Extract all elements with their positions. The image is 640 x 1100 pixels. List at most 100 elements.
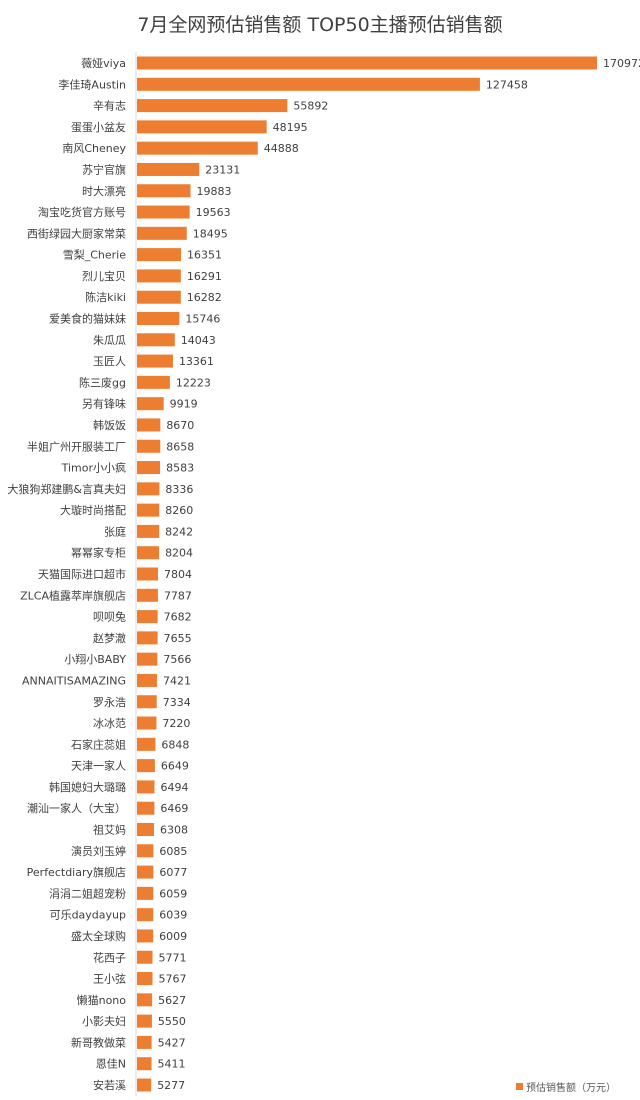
- bar: [137, 801, 155, 815]
- legend-swatch: [516, 1083, 523, 1090]
- data-label: 9919: [170, 398, 198, 411]
- bar: [137, 375, 170, 389]
- bar: [137, 823, 154, 836]
- data-label: 13361: [179, 355, 214, 368]
- data-label: 8204: [165, 547, 193, 560]
- bar: [137, 886, 154, 900]
- data-label: 16282: [187, 291, 222, 304]
- data-label: 6308: [160, 824, 188, 837]
- data-label: 48195: [273, 121, 308, 134]
- bar: [137, 610, 158, 624]
- bar: [137, 439, 161, 453]
- data-label: 8583: [166, 462, 194, 475]
- category-label: 薇娅viya: [81, 56, 126, 70]
- category-label: 张庭: [104, 524, 126, 538]
- category-label: 半姐广州开服装工厂: [27, 439, 126, 453]
- data-label: 7787: [164, 589, 192, 602]
- data-label: 7566: [163, 653, 191, 666]
- bar: [137, 312, 180, 325]
- bar: [137, 673, 157, 687]
- data-label: 16351: [187, 249, 222, 262]
- category-label: 安若溪: [93, 1078, 126, 1092]
- category-label: 淘宝吃货官方账号: [38, 205, 126, 219]
- data-label: 8242: [165, 525, 193, 538]
- bar: [137, 418, 161, 432]
- category-label: 恩佳N: [96, 1057, 126, 1071]
- bar: [137, 77, 480, 91]
- data-label: 19563: [196, 206, 231, 219]
- bar: [137, 269, 181, 283]
- data-label: 15746: [185, 313, 220, 326]
- category-label: ANNAITISAMAZING: [22, 674, 126, 687]
- category-label: 天津一家人: [71, 759, 126, 773]
- category-label: 幂幂家专柜: [71, 546, 126, 560]
- category-label: Perfectdiary旗舰店: [27, 865, 126, 879]
- data-label: 8658: [166, 440, 194, 453]
- data-label: 18495: [193, 227, 228, 240]
- data-label: 55892: [293, 100, 328, 113]
- bar: [137, 759, 155, 773]
- data-label: 6848: [161, 738, 189, 751]
- bar: [137, 120, 267, 134]
- data-label: 170972: [603, 57, 640, 70]
- bar: [137, 333, 175, 347]
- category-label: 南风Cheney: [62, 142, 126, 155]
- category-label: 小影夫妇: [82, 1015, 126, 1028]
- data-label: 8260: [165, 504, 193, 517]
- data-label: 14043: [181, 334, 216, 347]
- bar: [137, 652, 158, 666]
- category-label: Timor小小疯: [61, 461, 126, 475]
- data-label: 5767: [159, 973, 187, 986]
- data-label: 6077: [159, 866, 187, 879]
- category-label: 懒猫nono: [77, 993, 127, 1007]
- bar: [137, 503, 160, 517]
- data-label: 6494: [160, 781, 188, 794]
- category-label: 陈三废gg: [79, 375, 126, 389]
- bar: [137, 184, 191, 198]
- category-label: 演员刘玉婷: [71, 844, 126, 858]
- data-label: 7804: [164, 568, 192, 581]
- data-label: 23131: [205, 163, 240, 176]
- category-label: 韩国媳妇大璐璐: [49, 780, 126, 794]
- category-label: 可乐daydayup: [50, 909, 126, 922]
- bar: [137, 524, 160, 538]
- category-label: 烈儿宝贝: [82, 269, 126, 283]
- bar: [137, 205, 190, 219]
- data-label: 7334: [163, 696, 191, 709]
- bar: [137, 588, 158, 602]
- category-label: 新哥教做菜: [71, 1035, 126, 1049]
- bar: [137, 631, 158, 645]
- bar: [137, 1035, 152, 1049]
- category-label: 盛太全球购: [71, 929, 126, 943]
- category-label: 王小弦: [93, 972, 126, 986]
- bar: [137, 1057, 152, 1071]
- data-label: 7655: [164, 632, 192, 645]
- bar: [137, 56, 597, 70]
- bar: [137, 780, 155, 794]
- category-label: 小翔小BABY: [64, 652, 126, 666]
- category-label: 大璇时尚搭配: [60, 503, 126, 517]
- category-label: 辛有志: [93, 99, 126, 113]
- bar: [137, 567, 158, 581]
- bar: [137, 716, 157, 730]
- bar: [137, 844, 154, 858]
- bar: [137, 248, 181, 262]
- category-label: 苏宁官旗: [82, 162, 126, 176]
- category-label: 冰冰范: [93, 716, 126, 730]
- bar: [137, 950, 153, 964]
- data-label: 7682: [164, 611, 192, 624]
- bar: [137, 865, 154, 879]
- category-label: 石家庄蕊姐: [71, 737, 126, 751]
- chart-title: 7月全网预估销售额 TOP50主播预估销售额: [137, 14, 503, 36]
- data-label: 6085: [159, 845, 187, 858]
- category-label: 花西子: [93, 951, 126, 964]
- legend: 预估销售额（万元）: [516, 1079, 616, 1094]
- bar: [137, 1078, 152, 1092]
- bar: [137, 737, 156, 751]
- bar: [137, 482, 160, 496]
- data-label: 5411: [158, 1058, 186, 1071]
- data-label: 44888: [264, 142, 299, 155]
- bar: [137, 1014, 152, 1028]
- bar: [137, 929, 154, 943]
